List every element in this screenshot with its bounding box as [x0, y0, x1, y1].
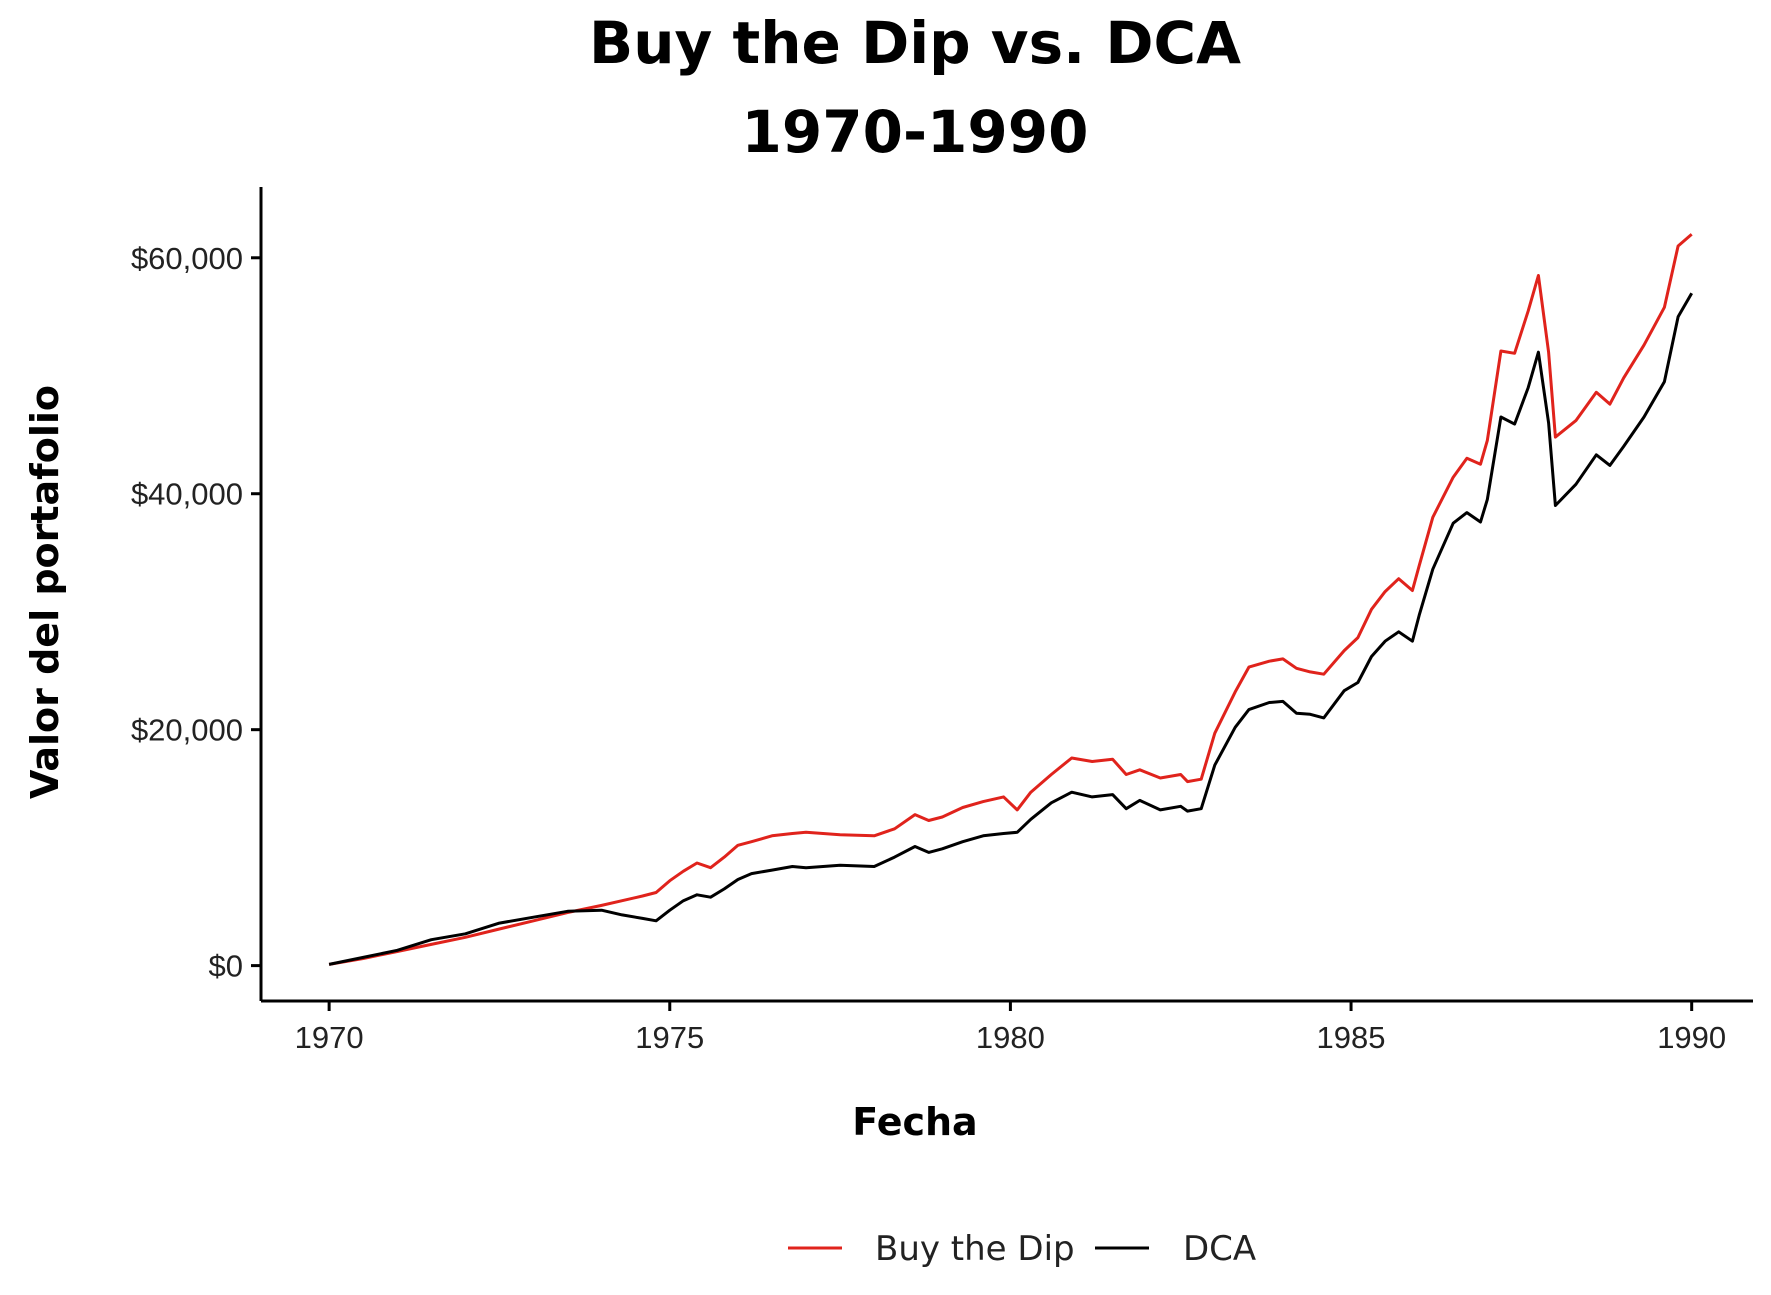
x-tick-label: 1975	[635, 1020, 704, 1055]
x-tick-label: 1985	[1317, 1020, 1386, 1055]
y-tick-label: $40,000	[131, 477, 243, 512]
y-tick-label: $20,000	[131, 713, 243, 748]
y-axis-ticks: $0 $20,000 $40,000 $60,000	[131, 241, 261, 984]
series-line-1	[328, 292, 1693, 966]
plot-area	[328, 233, 1693, 966]
y-tick-label: $0	[209, 949, 243, 984]
x-tick-label: 1990	[1657, 1020, 1726, 1055]
y-axis-title: Valor del portafolio	[23, 385, 67, 799]
chart-title: Buy the Dip vs. DCA	[589, 9, 1241, 77]
series-line-0	[328, 233, 1693, 966]
x-tick-label: 1970	[295, 1020, 364, 1055]
x-axis-ticks: 1970 1975 1980 1985 1990	[295, 1001, 1726, 1055]
y-tick-label: $60,000	[131, 241, 243, 276]
legend-label-1: DCA	[1183, 1229, 1256, 1269]
x-axis-title: Fecha	[852, 1100, 977, 1144]
legend-label-0: Buy the Dip	[875, 1229, 1075, 1269]
legend: Buy the Dip DCA	[788, 1229, 1256, 1269]
chart-subtitle: 1970-1990	[742, 98, 1089, 166]
x-tick-label: 1980	[976, 1020, 1045, 1055]
